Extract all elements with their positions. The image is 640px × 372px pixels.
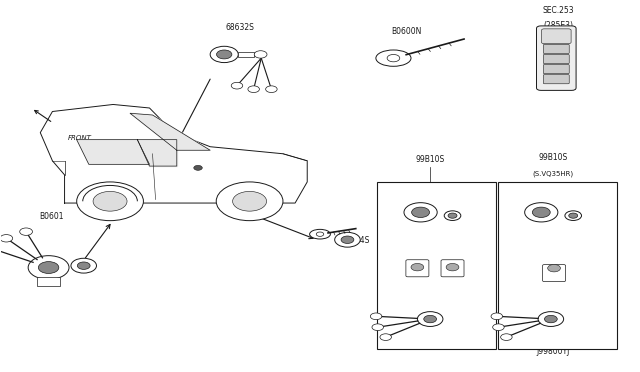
Circle shape	[448, 213, 457, 218]
Circle shape	[341, 236, 354, 243]
Circle shape	[231, 82, 243, 89]
Circle shape	[444, 211, 461, 221]
FancyBboxPatch shape	[543, 75, 569, 84]
Ellipse shape	[310, 230, 330, 239]
FancyBboxPatch shape	[543, 64, 569, 74]
Circle shape	[491, 313, 502, 320]
Polygon shape	[138, 140, 177, 166]
Circle shape	[380, 334, 392, 340]
Circle shape	[525, 203, 558, 222]
Circle shape	[446, 263, 459, 271]
Text: 99B10S: 99B10S	[415, 155, 444, 164]
Circle shape	[194, 166, 202, 170]
Circle shape	[71, 258, 97, 273]
Circle shape	[266, 86, 277, 93]
Circle shape	[412, 207, 429, 218]
Text: B0694S: B0694S	[340, 236, 370, 245]
Circle shape	[372, 324, 383, 331]
Circle shape	[538, 312, 564, 327]
Circle shape	[232, 192, 267, 211]
Circle shape	[545, 315, 557, 323]
FancyBboxPatch shape	[406, 260, 429, 277]
Text: B0600N: B0600N	[391, 27, 421, 36]
Circle shape	[424, 315, 436, 323]
Circle shape	[93, 192, 127, 211]
Circle shape	[417, 312, 443, 327]
Circle shape	[565, 211, 582, 221]
Circle shape	[316, 232, 324, 236]
Polygon shape	[130, 113, 210, 150]
Circle shape	[38, 262, 59, 273]
Circle shape	[371, 313, 382, 320]
Circle shape	[404, 203, 437, 222]
Circle shape	[210, 46, 238, 62]
Text: (S.VQ35HR): (S.VQ35HR)	[532, 170, 573, 177]
Circle shape	[28, 256, 69, 279]
Circle shape	[254, 51, 267, 58]
Circle shape	[387, 54, 400, 62]
Circle shape	[248, 86, 259, 93]
FancyBboxPatch shape	[541, 29, 571, 44]
FancyBboxPatch shape	[543, 264, 566, 282]
Circle shape	[216, 50, 232, 59]
Circle shape	[77, 182, 143, 221]
Text: J99800YJ: J99800YJ	[536, 347, 570, 356]
Circle shape	[548, 264, 561, 272]
Circle shape	[20, 228, 33, 235]
Text: FRONT: FRONT	[68, 135, 92, 141]
Text: 99B10S: 99B10S	[538, 153, 568, 162]
Bar	[238, 52, 254, 57]
Circle shape	[500, 334, 512, 340]
FancyBboxPatch shape	[543, 54, 569, 64]
Text: SEC.253: SEC.253	[542, 6, 574, 15]
Circle shape	[411, 263, 424, 271]
Circle shape	[77, 262, 90, 269]
Ellipse shape	[376, 50, 411, 66]
Bar	[497, 182, 617, 349]
Circle shape	[493, 324, 504, 331]
Bar	[378, 182, 495, 349]
Circle shape	[0, 235, 13, 242]
FancyBboxPatch shape	[441, 260, 464, 277]
Polygon shape	[40, 105, 307, 203]
Bar	[37, 277, 60, 286]
Text: (285E3): (285E3)	[543, 21, 573, 31]
FancyBboxPatch shape	[543, 44, 569, 54]
FancyBboxPatch shape	[536, 26, 576, 90]
Circle shape	[216, 182, 283, 221]
Text: B0601: B0601	[40, 212, 64, 221]
Polygon shape	[77, 140, 150, 164]
Circle shape	[532, 207, 550, 218]
Text: 68632S: 68632S	[226, 23, 255, 32]
Circle shape	[569, 213, 578, 218]
Circle shape	[335, 232, 360, 247]
